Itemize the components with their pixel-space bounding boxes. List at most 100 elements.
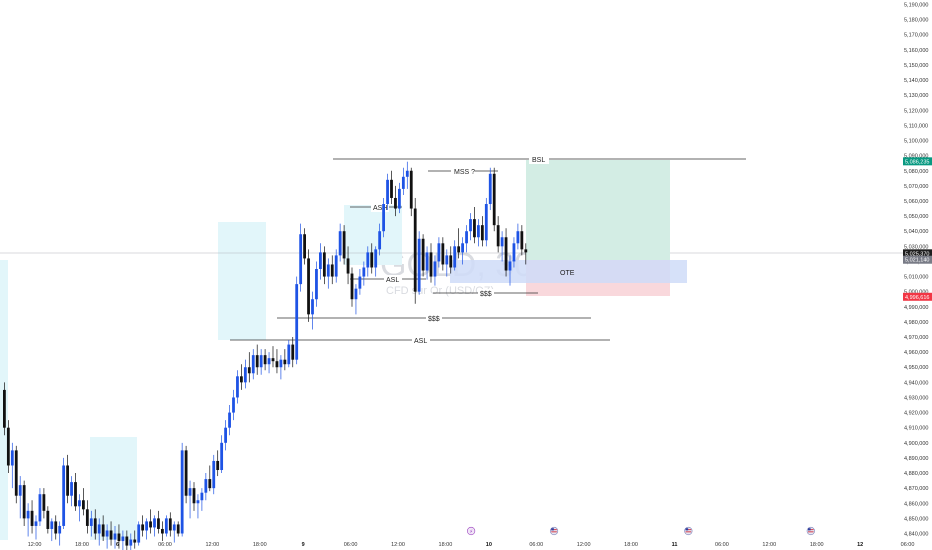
candle-body: [54, 521, 58, 534]
event-flag-icon-1[interactable]: ⚡: [467, 526, 476, 535]
candle-23: [93, 509, 97, 540]
candle-21: [85, 500, 89, 534]
candle-body: [500, 237, 504, 247]
price-tick-label: 4,860,000: [904, 501, 928, 507]
candle-body: [42, 494, 46, 511]
candle-body: [188, 488, 192, 496]
candle-131: [520, 225, 524, 256]
candle-83: [330, 255, 334, 285]
event-flag-icon-3[interactable]: [684, 526, 693, 536]
candle-37: [149, 509, 152, 534]
candle-76: [303, 228, 306, 265]
candle-88: [350, 267, 354, 307]
time-tick-label: 06:00: [344, 542, 358, 548]
candle-body: [259, 355, 263, 368]
candle-body: [228, 412, 231, 428]
time-tick-label: 12:00: [762, 542, 776, 548]
bsl-label: BSL: [532, 157, 545, 164]
candle-98: [390, 170, 393, 205]
candle-body: [473, 219, 476, 238]
candle-78: [311, 291, 314, 330]
price-axis[interactable]: 5,190,000 5,180,000 5,170,000 5,160,000 5,15…: [904, 3, 928, 538]
candle-body: [236, 376, 239, 398]
candle-body: [216, 460, 220, 471]
candle-1: [6, 420, 10, 474]
candle-body: [461, 243, 464, 253]
candle-body: [413, 208, 417, 292]
candle-body: [172, 524, 176, 531]
candle-113: [449, 246, 453, 274]
candle-body: [469, 219, 472, 232]
asl-upper-label: ASL: [386, 277, 399, 284]
price-tick-label: 5,150,000: [904, 63, 928, 69]
candle-30: [121, 530, 125, 550]
candle-body: [176, 524, 180, 534]
time-tick-label: 18:00: [253, 542, 267, 548]
candle-33: [133, 530, 137, 549]
candle-72: [287, 340, 291, 368]
candle-17: [70, 476, 73, 507]
candle-body: [34, 521, 38, 526]
candle-body: [168, 518, 172, 531]
candle-body: [263, 355, 267, 365]
price-tick-label: 4,900,000: [904, 441, 928, 447]
candle-body: [10, 450, 14, 466]
price-tick-label: 5,070,000: [904, 184, 928, 190]
candle-body: [74, 482, 77, 507]
price-badges: 5,086,2355,025,37009:025,021,1404,996,61…: [903, 157, 932, 301]
candle-body: [105, 530, 109, 537]
badge-value: 5,086,235: [905, 159, 929, 165]
candle-48: [192, 482, 196, 511]
candle-body: [14, 450, 18, 496]
candle-body: [232, 397, 235, 413]
candle-body: [279, 359, 283, 368]
price-tick-label: 4,910,000: [904, 426, 928, 432]
candle-85: [338, 223, 342, 262]
candle-75: [299, 223, 303, 292]
event-flag-icon-2[interactable]: [549, 526, 559, 536]
candle-body: [78, 500, 81, 507]
candle-body: [342, 231, 346, 259]
candle-body: [89, 518, 93, 526]
candle-116: [461, 237, 464, 265]
candle-8: [34, 515, 38, 540]
candle-body: [326, 264, 330, 277]
candle-124: [492, 167, 496, 232]
candle-43: [172, 521, 176, 543]
candle-28: [113, 525, 117, 549]
price-tick-label: 4,880,000: [904, 471, 928, 477]
candle-118: [469, 213, 472, 241]
candle-body: [492, 173, 496, 226]
candle-body: [184, 450, 188, 496]
candle-18: [74, 473, 77, 511]
candle-41: [164, 515, 168, 537]
candle-body: [319, 252, 322, 269]
candle-102: [405, 161, 409, 189]
candle-29: [117, 524, 121, 549]
event-flag-icon-4[interactable]: [806, 526, 815, 536]
candle-71: [283, 349, 287, 371]
price-tick-label: 4,930,000: [904, 395, 928, 401]
candle-108: [429, 243, 433, 283]
candle-body: [224, 427, 227, 443]
candle-body: [271, 358, 275, 362]
candle-body: [315, 269, 318, 300]
time-axis[interactable]: 12:00 18:00 6 06:00 12:00 18:00 9 06:00 12:00 18:…: [28, 542, 932, 548]
candle-47: [188, 480, 192, 519]
candle-60: [240, 364, 243, 390]
candle-56: [224, 420, 227, 451]
candle-body: [97, 524, 101, 534]
candle-57: [228, 405, 231, 436]
event-markers[interactable]: ⚡: [467, 526, 815, 536]
candle-body: [247, 367, 251, 374]
target-zone[interactable]: [526, 160, 670, 260]
price-tick-label: 5,100,000: [904, 139, 928, 145]
time-tick-label: 06:00: [529, 542, 543, 548]
candle-body: [512, 243, 516, 262]
candle-12: [50, 518, 54, 542]
candle-38: [153, 515, 156, 537]
session-box-2: [90, 437, 137, 540]
axis-corner-dot: ·: [924, 2, 926, 8]
candle-body: [520, 231, 524, 250]
